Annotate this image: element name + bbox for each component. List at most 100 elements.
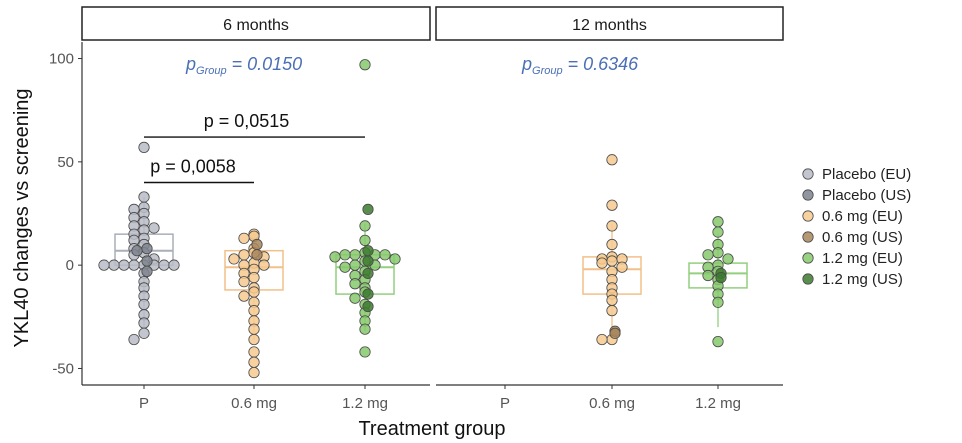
data-point [248, 333, 260, 346]
data-point [248, 367, 260, 379]
data-point [606, 294, 618, 306]
data-point [329, 251, 341, 263]
data-point [702, 269, 714, 282]
data-point [362, 255, 374, 267]
data-point [606, 238, 618, 251]
data-point [251, 249, 263, 261]
y-tick-label: 50 [57, 154, 74, 171]
x-tick-label: 1.2 mg [342, 395, 388, 412]
panel-title: 6 months [223, 17, 289, 34]
comparison-label: p = 0,0515 [204, 111, 290, 131]
data-point [339, 249, 351, 261]
y-axis-title: YKL40 changes vs screening [11, 88, 33, 347]
data-point [128, 259, 140, 271]
p-group-label: pGroup = 0.6346 [521, 54, 639, 77]
data-point [141, 255, 153, 267]
p-group-label: pGroup = 0.0150 [185, 54, 302, 77]
data-point [258, 259, 270, 271]
data-point [596, 333, 608, 346]
data-point [359, 220, 371, 232]
data-point [609, 327, 621, 339]
p-group-subscript: Group [532, 65, 563, 77]
data-point [108, 259, 120, 271]
legend-swatch [802, 273, 814, 285]
data-point [238, 232, 250, 244]
data-point [138, 191, 150, 203]
data-point [389, 253, 401, 265]
data-point [349, 292, 361, 304]
p-group-value: = 0.6346 [563, 54, 640, 74]
data-point [606, 255, 618, 267]
data-point [158, 259, 170, 271]
data-point [98, 259, 110, 271]
data-point [362, 288, 374, 300]
data-point [606, 220, 618, 232]
data-point [248, 286, 260, 298]
data-point [359, 59, 371, 71]
legend-swatch [802, 189, 814, 201]
data-point [349, 259, 361, 271]
panel-title: 12 months [572, 17, 647, 34]
data-point [712, 216, 724, 228]
legend-label: 0.6 mg (US) [822, 229, 903, 246]
data-point [606, 154, 618, 166]
data-point [238, 290, 250, 302]
x-axis-title: Treatment group [358, 418, 505, 440]
panel-strip [435, 6, 784, 41]
legend-label: Placebo (EU) [822, 166, 911, 183]
data-point [606, 199, 618, 211]
data-point [148, 222, 160, 234]
legend: Placebo (EU) Placebo (US) 0.6 mg (EU) 0.6 m… [802, 166, 911, 288]
data-point [349, 249, 361, 261]
legend-label: 1.2 mg (US) [822, 271, 903, 288]
panel-strip [81, 6, 431, 41]
data-point [168, 259, 180, 271]
data-point [141, 243, 153, 255]
p-group-prefix: p [521, 54, 532, 74]
legend-swatch [802, 210, 814, 222]
panel-6-months: 6 months -50 0 50 100 P 0.6 mg 1.2 mg pGroup = 0… [49, 6, 431, 412]
data-point [248, 305, 260, 317]
data-point [248, 323, 260, 335]
data-point [362, 203, 374, 215]
data-point [712, 296, 724, 308]
data-point [702, 249, 714, 261]
data-point [339, 261, 351, 273]
data-point [248, 346, 260, 358]
data-point [712, 336, 724, 348]
data-point [362, 267, 374, 280]
data-point [228, 253, 240, 265]
data-point [251, 238, 263, 251]
p-group-prefix: p [185, 54, 196, 74]
comparison-label: p = 0,0058 [150, 157, 236, 177]
p-group-value: = 0.0150 [227, 54, 303, 74]
data-point [616, 261, 628, 273]
data-point [359, 323, 371, 335]
data-point [138, 317, 150, 329]
legend-swatch [802, 231, 814, 243]
data-point [712, 247, 724, 259]
data-point [131, 245, 143, 257]
y-tick-label: 0 [66, 257, 74, 274]
x-tick-label: P [500, 395, 510, 412]
legend-label: 0.6 mg (EU) [822, 208, 903, 225]
data-point [138, 298, 150, 311]
data-point [118, 259, 130, 271]
data-point [606, 305, 618, 317]
data-point [722, 253, 734, 265]
data-point [362, 245, 374, 257]
data-point [359, 346, 371, 358]
legend-label: Placebo (US) [822, 187, 911, 204]
data-point [238, 276, 250, 288]
y-tick-label: 100 [49, 51, 74, 68]
y-tick-label: -50 [52, 360, 74, 377]
data-point [138, 327, 150, 339]
legend-swatch [802, 168, 814, 180]
data-point [712, 226, 724, 238]
data-point [128, 333, 140, 346]
x-tick-label: 0.6 mg [589, 395, 635, 412]
data-point [362, 300, 374, 313]
data-point [141, 265, 153, 277]
data-point [379, 249, 391, 261]
